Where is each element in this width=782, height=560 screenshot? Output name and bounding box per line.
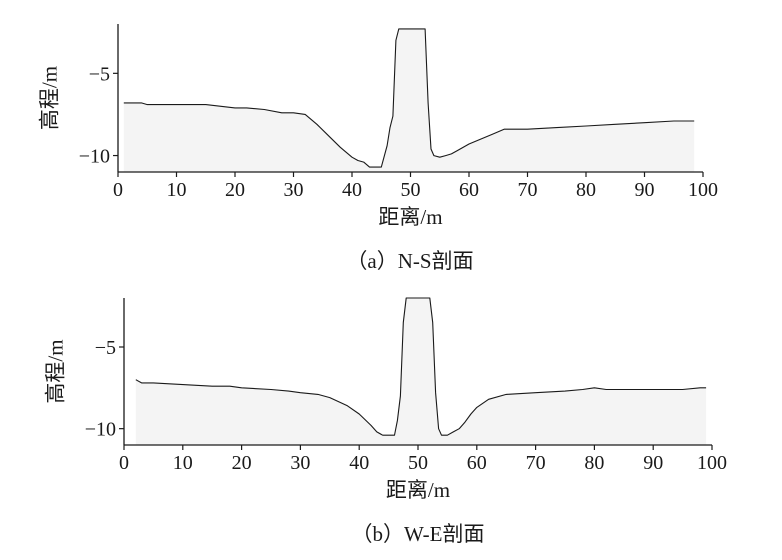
x-tick-label: 10 (167, 179, 187, 201)
x-tick-label: 100 (697, 452, 727, 474)
panel-a-y-axis-label: 高程/m (37, 66, 61, 130)
x-tick-label: 70 (518, 179, 538, 201)
panel-b-axes: 0 10 20 30 40 50 60 70 80 90 100 −10 −5 (85, 298, 727, 474)
y-tick-label: −5 (89, 63, 110, 85)
x-tick-label: 30 (290, 452, 310, 474)
panel-a-x-axis-label: 距离/m (378, 205, 442, 229)
x-tick-label: 20 (232, 452, 252, 474)
x-tick-label: 50 (401, 179, 421, 201)
x-tick-label: 0 (119, 452, 129, 474)
panel-b: 0 10 20 30 40 50 60 70 80 90 100 −10 −5 距离/m 高程/m （b… (43, 297, 727, 546)
x-tick-label: 40 (349, 452, 369, 474)
y-tick-label: −10 (79, 146, 110, 168)
panel-a-area (123, 28, 695, 173)
panel-b-profile-line (135, 297, 707, 436)
x-tick-label: 80 (576, 179, 596, 201)
panel-a-profile-line (123, 28, 695, 168)
x-tick-label: 10 (173, 452, 193, 474)
x-tick-label: 80 (584, 452, 604, 474)
x-tick-label: 60 (467, 452, 487, 474)
x-tick-label: 100 (688, 179, 718, 201)
x-tick-label: 90 (643, 452, 663, 474)
panel-a: 0 10 20 30 40 50 60 70 80 90 100 −10 −5 距离/m 高程/m （a… (37, 24, 718, 273)
x-tick-label: 60 (459, 179, 479, 201)
panel-b-y-axis-label: 高程/m (43, 339, 67, 403)
x-tick-label: 90 (635, 179, 655, 201)
panel-b-area (135, 298, 707, 445)
x-tick-label: 0 (113, 179, 123, 201)
panel-a-axes: 0 10 20 30 40 50 60 70 80 90 100 −10 −5 (79, 24, 718, 201)
x-tick-label: 50 (408, 452, 428, 474)
y-tick-label: −5 (95, 337, 116, 359)
panel-b-caption: （b）W-E剖面 (352, 522, 485, 546)
panel-b-x-axis-label: 距离/m (386, 478, 450, 502)
x-tick-label: 20 (225, 179, 245, 201)
x-tick-label: 70 (526, 452, 546, 474)
x-tick-label: 40 (342, 179, 362, 201)
y-tick-label: −10 (85, 419, 116, 441)
x-tick-label: 30 (284, 179, 304, 201)
panel-a-caption: （a）N-S剖面 (346, 249, 473, 273)
